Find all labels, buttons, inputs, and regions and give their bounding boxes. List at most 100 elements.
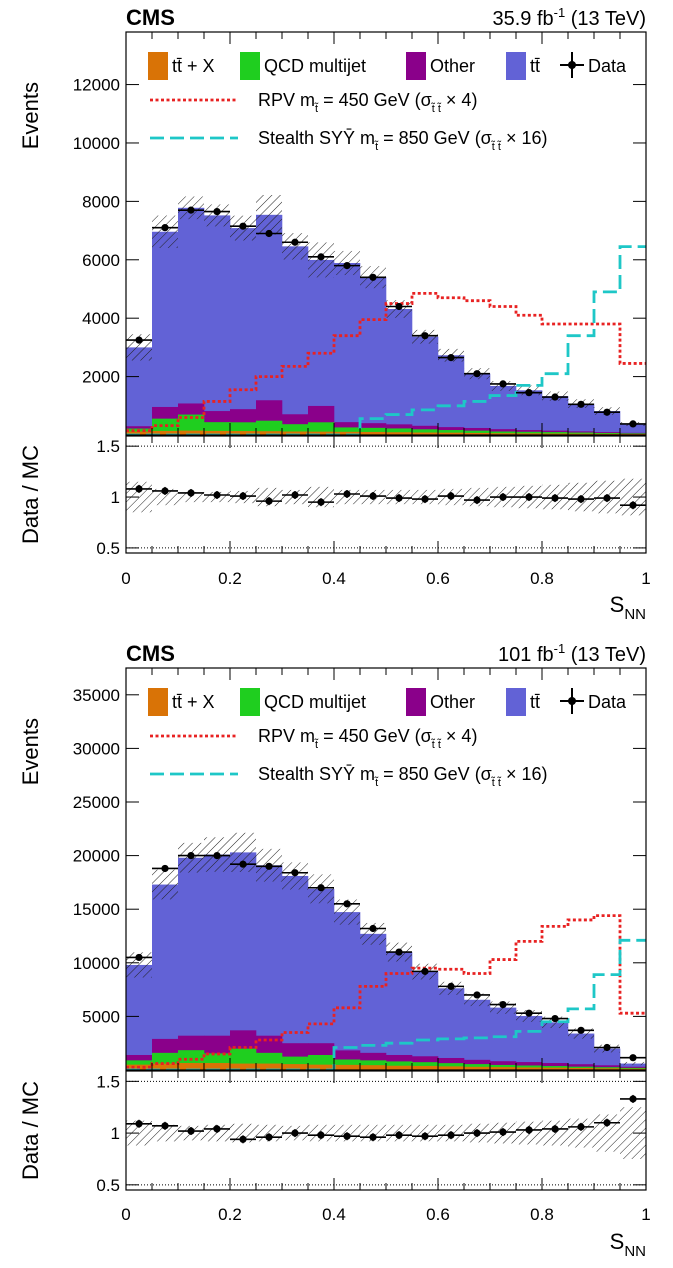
x-tick-label: 0.2 xyxy=(218,1205,242,1224)
stack-bar xyxy=(568,1067,595,1070)
y-tick-label: 4000 xyxy=(82,309,120,328)
data-point xyxy=(161,864,169,873)
x-tick-label: 0.6 xyxy=(426,1205,450,1224)
data-point xyxy=(499,1001,507,1009)
lumi-exponent: -1 xyxy=(554,641,566,656)
stack-bar xyxy=(386,428,413,435)
ratio-point xyxy=(187,1127,195,1135)
data-point xyxy=(135,953,143,962)
stack-bar xyxy=(490,1007,517,1070)
data-point xyxy=(395,948,403,956)
stack-bar xyxy=(360,1065,387,1070)
data-point xyxy=(239,222,247,230)
ratio-point xyxy=(473,496,481,504)
stack-bar xyxy=(282,424,309,435)
data-point xyxy=(343,900,351,908)
lumi-label: 101 fb-1 (13 TeV) xyxy=(498,641,646,666)
ratio-uncertainty-band xyxy=(178,491,204,503)
lumi-value: 35.9 fb xyxy=(492,8,553,30)
main-plot-area xyxy=(126,194,646,435)
legend-swatch xyxy=(506,52,526,80)
ratio-point xyxy=(239,1135,247,1143)
x-tick-label: 0.8 xyxy=(530,569,554,588)
chart-panel-1: 2000 4000 6000 8000 10000 12000 CMS 35.9 fb-1 (… xyxy=(18,5,651,623)
ratio-point xyxy=(395,1131,403,1139)
uncertainty-band xyxy=(542,1016,568,1029)
stack-bar xyxy=(412,432,439,435)
stack-bar xyxy=(568,1033,595,1070)
legend-swatch xyxy=(240,688,260,716)
stack-tt xyxy=(126,207,646,435)
stack-bar xyxy=(594,1068,621,1070)
ratio-y-tick-label: 0.5 xyxy=(96,539,120,558)
data-point xyxy=(265,229,273,238)
data-points xyxy=(126,852,646,1062)
ratio-point xyxy=(135,485,143,493)
stack-bar xyxy=(464,430,491,435)
stack-bar xyxy=(334,262,361,435)
x-axis-label: SNN xyxy=(610,1229,646,1260)
legend-label-part: t̃ t̃ xyxy=(430,102,441,115)
ratio-y-tick-label: 1.5 xyxy=(96,1072,120,1091)
ratio-point xyxy=(499,493,507,501)
stack-bar xyxy=(360,427,387,435)
stack-bar xyxy=(490,1067,517,1070)
x-axis-label-main: S xyxy=(610,1229,625,1254)
legend-label: Stealth SYȲ mt̃ = 850 GeV (σt̃ t̃ × 16) xyxy=(258,764,548,789)
ratio-point xyxy=(473,1129,481,1137)
data-point xyxy=(551,393,559,401)
stack-bar xyxy=(542,433,569,435)
legend-label: tt̄ + X xyxy=(172,692,215,712)
ratio-point xyxy=(369,1133,377,1141)
ratio-y-tick-label: 1 xyxy=(111,488,120,507)
ratio-y-tick-label: 1.5 xyxy=(96,437,120,456)
y-axis-label: Events xyxy=(18,718,43,785)
stack-bar xyxy=(464,999,491,1070)
legend-label: QCD multijet xyxy=(264,56,366,76)
ratio-point xyxy=(265,1133,273,1141)
data-point xyxy=(499,380,507,388)
legend-label-part: × 4) xyxy=(441,726,478,746)
data-point xyxy=(603,408,611,416)
data-point xyxy=(187,852,195,860)
data-point xyxy=(447,982,455,990)
uncertainty-band xyxy=(152,215,178,249)
stack-bar xyxy=(334,427,361,435)
ratio-point xyxy=(291,491,299,499)
ratio-point xyxy=(291,1129,299,1137)
legend-label-part: = 450 GeV (σ xyxy=(318,90,432,110)
legend-label-part: = 450 GeV (σ xyxy=(318,726,432,746)
stack-bar xyxy=(542,1067,569,1070)
legend-label: Other xyxy=(430,692,475,712)
ratio-point xyxy=(187,489,195,497)
ratio-point xyxy=(213,491,221,499)
ratio-point xyxy=(525,493,533,501)
stack-bar xyxy=(308,431,335,435)
y-tick-label: 10000 xyxy=(73,134,120,153)
legend-label-part: RPV m xyxy=(258,726,315,746)
stack-bar xyxy=(412,971,439,1070)
y-tick-label: 12000 xyxy=(73,76,120,95)
legend-label: Other xyxy=(430,56,475,76)
lumi-value: 101 fb xyxy=(498,644,554,666)
data-point xyxy=(447,354,455,362)
stack-bar xyxy=(126,347,153,435)
uncertainty-band xyxy=(282,233,308,260)
main-plot-area xyxy=(126,832,646,1070)
stack-bar xyxy=(334,1059,361,1070)
x-axis-label-sub: NN xyxy=(624,606,646,623)
legend-label: RPV mt̃ = 450 GeV (σt̃ t̃ × 4) xyxy=(258,90,477,115)
legend-label: Data xyxy=(588,56,627,76)
stack-bar xyxy=(438,1066,465,1070)
ratio-point xyxy=(577,1123,585,1131)
lumi-label: 35.9 fb-1 (13 TeV) xyxy=(492,5,646,30)
x-axis-label-sub: NN xyxy=(624,1243,646,1260)
stack-bar xyxy=(594,1048,621,1070)
data-point xyxy=(629,1054,637,1062)
energy-label: (13 TeV) xyxy=(565,644,646,666)
uncertainty-band xyxy=(152,869,178,900)
data-point xyxy=(369,273,377,281)
legend-label-part: Stealth SYȲ m xyxy=(258,764,375,784)
